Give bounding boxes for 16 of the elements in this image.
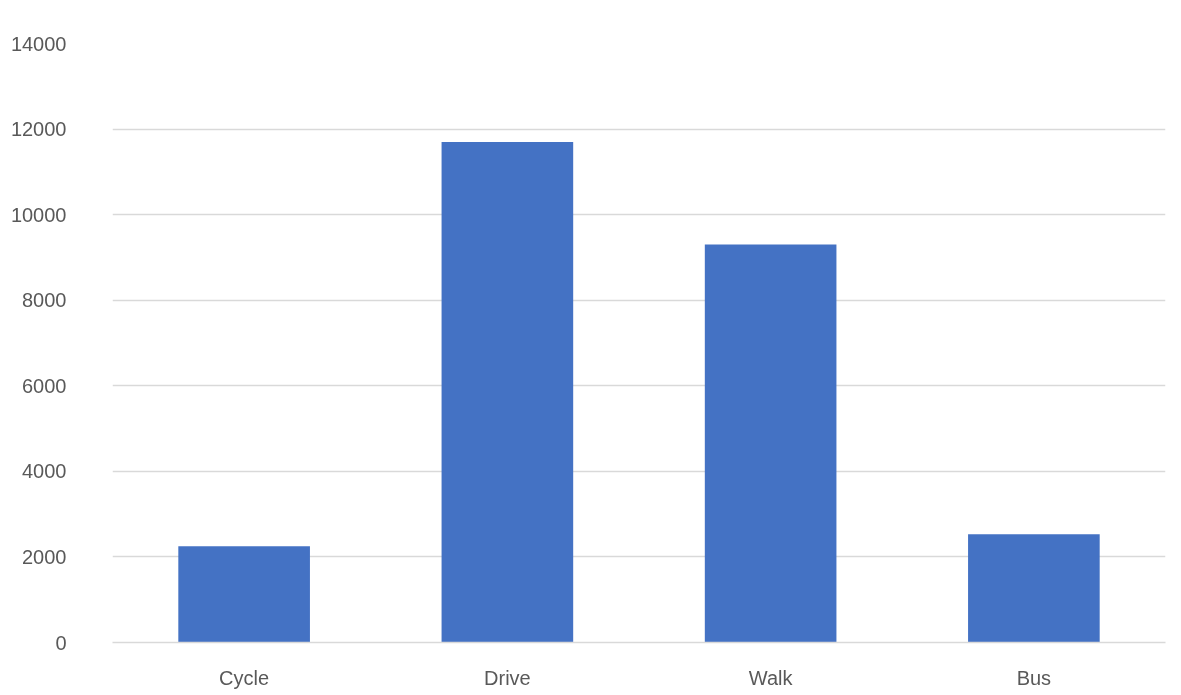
y-tick-label: 8000 [22, 289, 67, 312]
bar [441, 141, 574, 643]
y-tick-label: 12000 [10, 118, 67, 141]
y-tick-label: 0 [55, 631, 67, 654]
bar [178, 546, 310, 643]
bar [968, 534, 1100, 643]
y-tick-label: 10000 [10, 203, 67, 226]
bar [704, 244, 837, 643]
x-tick-label: Bus [1016, 666, 1052, 689]
x-tick-label: Walk [748, 666, 794, 689]
y-tick-label: 14000 [10, 32, 67, 55]
y-tick-label: 6000 [22, 374, 67, 397]
x-tick-label: Drive [484, 666, 531, 689]
y-tick-label: 4000 [22, 460, 67, 483]
y-tick-label: 2000 [22, 545, 67, 568]
x-tick-label: Cycle [219, 666, 270, 689]
